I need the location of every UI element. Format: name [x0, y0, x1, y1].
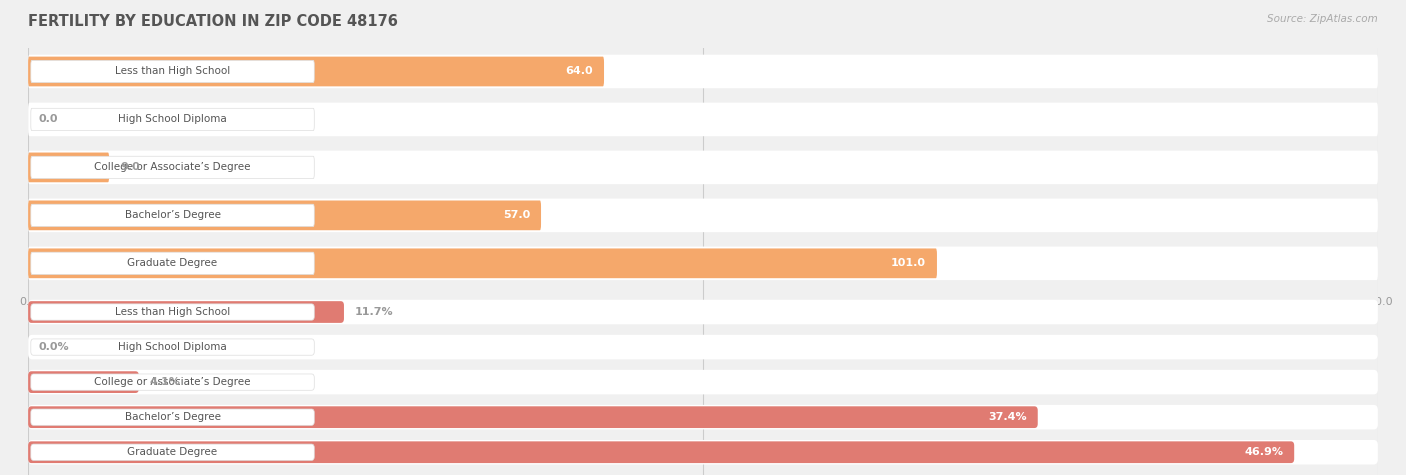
Text: 11.7%: 11.7% [354, 307, 394, 317]
Text: High School Diploma: High School Diploma [118, 342, 226, 352]
Text: 57.0: 57.0 [503, 210, 530, 220]
FancyBboxPatch shape [28, 300, 1378, 324]
FancyBboxPatch shape [28, 405, 1378, 429]
FancyBboxPatch shape [28, 248, 936, 278]
FancyBboxPatch shape [28, 440, 1378, 465]
FancyBboxPatch shape [31, 409, 315, 425]
FancyBboxPatch shape [28, 371, 139, 393]
FancyBboxPatch shape [31, 252, 315, 275]
Text: 4.1%: 4.1% [149, 377, 180, 387]
Text: College or Associate’s Degree: College or Associate’s Degree [94, 377, 250, 387]
Text: Bachelor’s Degree: Bachelor’s Degree [125, 412, 221, 422]
Text: Bachelor’s Degree: Bachelor’s Degree [125, 210, 221, 220]
FancyBboxPatch shape [28, 103, 1378, 136]
Text: Graduate Degree: Graduate Degree [128, 258, 218, 268]
Text: Less than High School: Less than High School [115, 307, 231, 317]
FancyBboxPatch shape [31, 339, 315, 355]
Text: 37.4%: 37.4% [988, 412, 1026, 422]
Text: 101.0: 101.0 [891, 258, 927, 268]
FancyBboxPatch shape [28, 247, 1378, 280]
Text: College or Associate’s Degree: College or Associate’s Degree [94, 162, 250, 172]
FancyBboxPatch shape [28, 335, 1378, 360]
FancyBboxPatch shape [31, 60, 315, 83]
FancyBboxPatch shape [28, 152, 110, 182]
Text: 46.9%: 46.9% [1244, 447, 1284, 457]
FancyBboxPatch shape [28, 441, 1294, 463]
FancyBboxPatch shape [31, 304, 315, 320]
FancyBboxPatch shape [28, 301, 344, 323]
FancyBboxPatch shape [31, 108, 315, 131]
FancyBboxPatch shape [31, 204, 315, 227]
Text: Graduate Degree: Graduate Degree [128, 447, 218, 457]
Text: Less than High School: Less than High School [115, 66, 231, 76]
FancyBboxPatch shape [31, 374, 315, 390]
Text: FERTILITY BY EDUCATION IN ZIP CODE 48176: FERTILITY BY EDUCATION IN ZIP CODE 48176 [28, 14, 398, 29]
Text: High School Diploma: High School Diploma [118, 114, 226, 124]
FancyBboxPatch shape [28, 55, 1378, 88]
Text: 0.0: 0.0 [39, 114, 59, 124]
FancyBboxPatch shape [28, 199, 1378, 232]
FancyBboxPatch shape [31, 156, 315, 179]
FancyBboxPatch shape [28, 406, 1038, 428]
FancyBboxPatch shape [28, 151, 1378, 184]
FancyBboxPatch shape [28, 370, 1378, 394]
FancyBboxPatch shape [28, 57, 605, 86]
Text: 0.0%: 0.0% [39, 342, 69, 352]
FancyBboxPatch shape [28, 200, 541, 230]
FancyBboxPatch shape [31, 444, 315, 460]
Text: 64.0: 64.0 [565, 66, 593, 76]
Text: Source: ZipAtlas.com: Source: ZipAtlas.com [1267, 14, 1378, 24]
Text: 9.0: 9.0 [120, 162, 139, 172]
